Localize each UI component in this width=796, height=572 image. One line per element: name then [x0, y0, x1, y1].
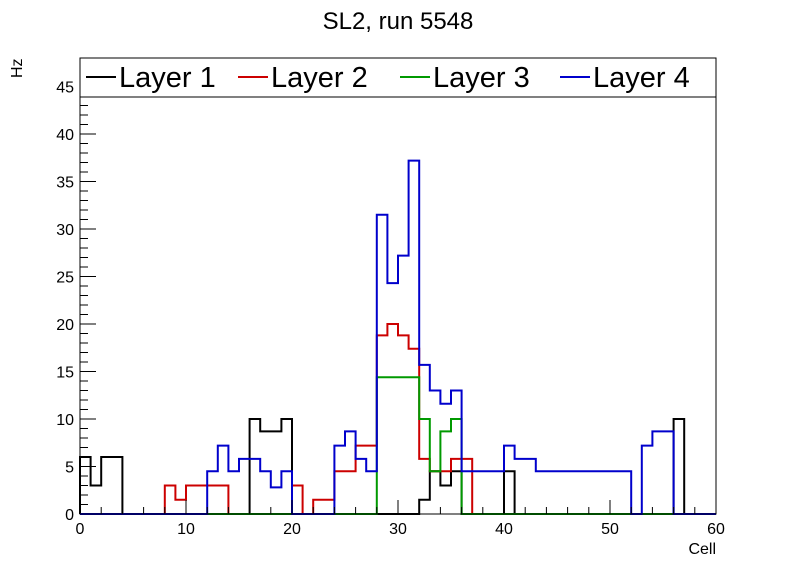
legend-label-layer-2: Layer 2 — [271, 62, 368, 94]
y-tick-label: 20 — [56, 317, 74, 334]
x-axis-title: Cell — [688, 541, 716, 558]
y-tick-label: 40 — [56, 127, 74, 144]
legend-label-layer-3: Layer 3 — [433, 62, 530, 94]
series-line-layer-4 — [80, 161, 716, 514]
x-tick-label: 20 — [283, 521, 301, 538]
y-tick-label: 0 — [65, 507, 74, 524]
y-tick-label: 35 — [56, 175, 74, 192]
chart-title: SL2, run 5548 — [323, 8, 474, 35]
x-tick-label: 10 — [177, 521, 195, 538]
legend: Layer 1 Layer 2 Layer 3 Layer 4 — [80, 58, 716, 97]
y-tick-label: 10 — [56, 412, 74, 429]
legend-label-layer-1: Layer 1 — [119, 62, 216, 94]
x-tick-label: 30 — [389, 521, 407, 538]
y-tick-label: 5 — [65, 460, 74, 477]
x-tick-label: 50 — [601, 521, 619, 538]
y-axis-title: Hz — [9, 58, 26, 78]
y-tick-label: 25 — [56, 270, 74, 287]
x-tick-label: 40 — [495, 521, 513, 538]
y-tick-label: 30 — [56, 222, 74, 239]
plot-frame — [80, 58, 716, 514]
x-tick-label: 60 — [707, 521, 725, 538]
axes-layer: 0 10 20 30 40 50 60 0 5 10 15 20 25 30 35 40 45 — [56, 58, 725, 538]
y-tick-label: 45 — [56, 80, 74, 97]
y-tick-label: 15 — [56, 365, 74, 382]
series-layer — [80, 161, 716, 514]
series-line-layer-2 — [80, 324, 716, 514]
x-tick-label: 0 — [76, 521, 85, 538]
legend-label-layer-4: Layer 4 — [593, 62, 690, 94]
